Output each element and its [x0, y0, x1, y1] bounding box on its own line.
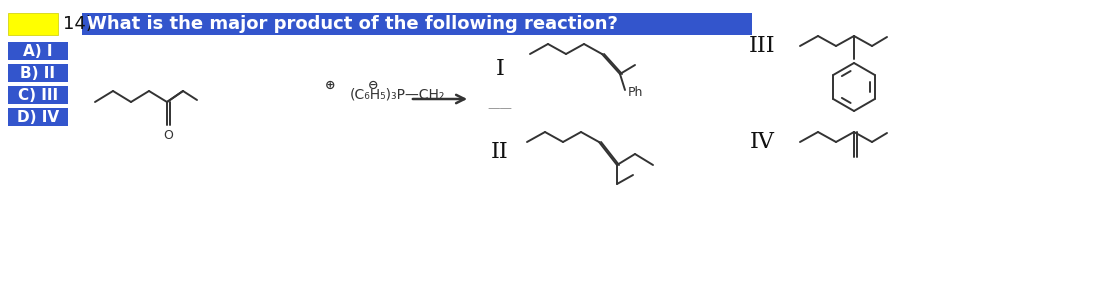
Bar — [8, 13, 58, 35]
Bar — [8, 64, 68, 82]
Text: Ph: Ph — [627, 86, 643, 99]
Text: ⊕: ⊕ — [325, 78, 336, 91]
Text: D) IV: D) IV — [16, 110, 59, 124]
Text: What is the major product of the following reaction?: What is the major product of the followi… — [87, 15, 618, 33]
Text: (C₆H₅)₃P—CH₂: (C₆H₅)₃P—CH₂ — [350, 87, 445, 101]
Text: A) I: A) I — [23, 43, 53, 59]
Text: C) III: C) III — [18, 88, 58, 102]
Text: ——: —— — [487, 102, 512, 116]
Text: IV: IV — [749, 131, 774, 153]
Bar — [8, 42, 68, 60]
Text: O: O — [163, 129, 173, 142]
Text: 14): 14) — [63, 15, 93, 33]
Bar — [82, 13, 753, 35]
Text: II: II — [491, 141, 509, 163]
Text: ⊖: ⊖ — [367, 78, 378, 91]
Text: B) II: B) II — [21, 66, 56, 80]
Bar — [8, 108, 68, 126]
Text: I: I — [496, 58, 505, 80]
Text: III: III — [748, 35, 776, 57]
Bar — [8, 86, 68, 104]
